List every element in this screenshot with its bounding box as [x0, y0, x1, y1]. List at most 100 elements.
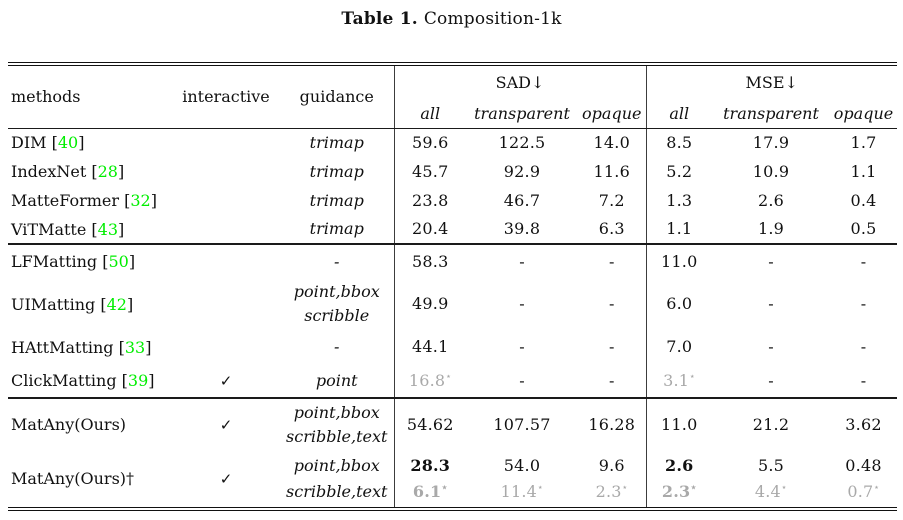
star-mark: ⋆ [780, 482, 788, 494]
star-mark: ⋆ [689, 371, 696, 383]
table-row: MatAny(Ours) ✓ point,bbox scribble,text 54.6… [8, 397, 898, 450]
subheader-mse-all: all [645, 99, 713, 129]
value-line: 21.2 [752, 414, 790, 434]
guidance-cell: point,bbox scribble,text [280, 397, 394, 450]
guidance-cell: trimap [280, 157, 394, 186]
value-line: 49.9 [412, 294, 449, 313]
value-line: 46.7 [503, 190, 541, 210]
table-row: ViTMatte [43] trimap 20.4 39.8 6.3 1.1 1.9 0.5 [8, 215, 897, 244]
table-row: UIMatting [42] point,bbox scribble 49.9 - - 6.… [8, 278, 897, 330]
col-header-guidance: guidance [280, 66, 394, 129]
value-cell: - [712, 243, 831, 278]
value-line: 44.1 [412, 337, 449, 356]
citation-link[interactable]: 42 [106, 294, 127, 314]
citation-link[interactable]: 40 [57, 133, 79, 153]
value-line: - [519, 370, 525, 390]
guidance-line: point [315, 370, 358, 390]
value-cell: 0.4 [830, 186, 897, 215]
value-line: 122.5 [498, 132, 546, 152]
guidance-line: - [334, 251, 340, 271]
value-cell: 16.8⋆ [393, 364, 466, 398]
value-cell: 122.5 [466, 128, 578, 157]
table-frame: methods interactive guidance SAD↓ MSE↓ a… [8, 62, 898, 511]
value-line: 0.48 [845, 455, 882, 475]
value-line: 45.7 [412, 161, 449, 181]
value-cell: - [830, 330, 897, 364]
value-cell: 5.2 [645, 157, 713, 186]
guidance-line: trimap [309, 219, 364, 238]
value-cell: 11.0 [645, 397, 713, 450]
value-cell: 54.0 11.4⋆ [466, 450, 578, 507]
interactive-cell [172, 186, 280, 215]
value-cell: 3.62 [830, 397, 898, 450]
value-line: - [608, 337, 615, 356]
subheader-sad-transparent: transparent [466, 99, 578, 129]
table-block-trimap: DIM [40] trimap 59.6 122.5 14.0 8.5 17.9 1.7 Ind… [8, 128, 897, 244]
value-cell: 20.4 [393, 215, 466, 244]
value-line: 2.3⋆ [595, 481, 628, 501]
citation-link[interactable]: 39 [127, 371, 149, 390]
value-cell: 6.0 [645, 278, 713, 330]
value-line: - [768, 251, 774, 271]
value-cell: 1.3 [645, 186, 713, 215]
checkmark-icon: ✓ [219, 470, 233, 488]
interactive-cell [172, 243, 280, 278]
table-row: LFMatting [50] - 58.3 - - 11.0 - - [8, 243, 898, 278]
value-line: 8.5 [666, 132, 693, 152]
citation-link[interactable]: 28 [97, 162, 118, 181]
value-line: 28.3 [410, 455, 451, 475]
value-cell: 1.1 [645, 215, 713, 244]
subheader-mse-transparent: transparent [712, 99, 831, 129]
star-mark: ⋆ [445, 371, 452, 383]
col-group-mse: MSE↓ [645, 66, 898, 99]
value-cell: - [578, 243, 647, 278]
citation-link[interactable]: 43 [97, 219, 118, 239]
value-line: 3.1⋆ [663, 370, 696, 390]
value-line: 7.0 [666, 337, 693, 356]
value-cell: - [712, 278, 830, 330]
value-line: - [608, 251, 615, 271]
value-cell: 23.8 [393, 186, 466, 215]
star-mark: ⋆ [621, 482, 628, 494]
guidance-line: - [334, 337, 340, 356]
value-cell: 8.5 [645, 128, 713, 157]
value-line: 2.3⋆ [661, 481, 697, 501]
value-line: 6.0 [666, 294, 693, 313]
value-line: 1.9 [757, 219, 785, 238]
value-cell: 16.28 [578, 397, 647, 450]
interactive-cell [172, 330, 280, 364]
citation-link[interactable]: 33 [124, 337, 146, 357]
guidance-line: scribble,text [286, 481, 388, 501]
value-cell: 28.3 6.1⋆ [393, 450, 466, 507]
guidance-cell: point [280, 364, 394, 398]
value-cell: 0.48 0.7⋆ [830, 450, 897, 507]
star-mark: ⋆ [873, 482, 880, 494]
value-line: - [860, 251, 867, 271]
value-line: 4.4⋆ [754, 481, 788, 501]
value-cell: 11.0 [645, 243, 713, 278]
value-line: 107.57 [493, 414, 551, 434]
col-group-sad: SAD↓ [393, 66, 647, 99]
table-row: DIM [40] trimap 59.6 122.5 14.0 8.5 17.9 1.7 [8, 128, 897, 157]
value-line: - [519, 294, 525, 313]
method-cell: MatAny(Ours)† [11, 469, 135, 488]
value-cell: - [830, 243, 898, 278]
value-line: - [860, 370, 867, 390]
checkmark-icon: ✓ [219, 372, 233, 390]
method-cell: HAttMatting [33] [11, 337, 152, 357]
star-mark: ⋆ [690, 482, 697, 494]
guidance-cell: - [280, 330, 394, 364]
method-cell: MatteFormer [32] [11, 191, 157, 210]
value-cell: - [578, 330, 646, 364]
value-cell: 1.1 [830, 157, 897, 186]
value-line: 10.9 [752, 161, 790, 181]
value-line: 20.4 [412, 219, 449, 238]
citation-link[interactable]: 50 [108, 252, 129, 271]
citation-link[interactable]: 32 [130, 191, 151, 210]
value-line: 3.62 [845, 414, 882, 434]
method-cell: DIM [40] [11, 133, 85, 153]
value-line: 11.0 [661, 414, 698, 434]
value-line: 16.28 [588, 414, 636, 434]
value-cell: - [578, 364, 646, 398]
guidance-cell: point,bbox scribble,text [280, 450, 394, 507]
